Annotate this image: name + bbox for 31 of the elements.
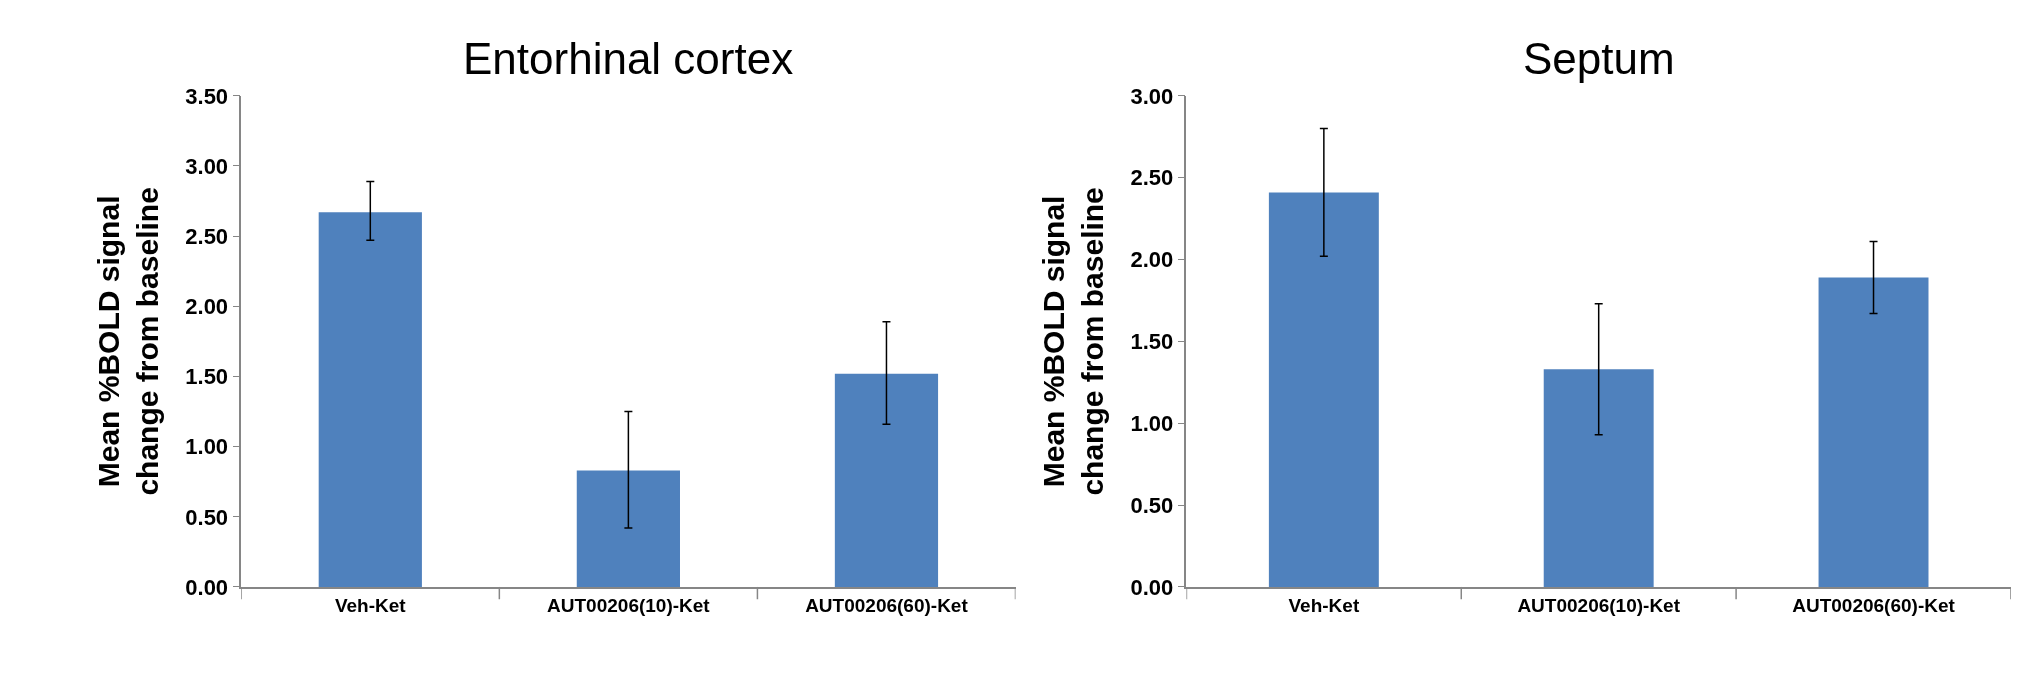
bar (1543, 369, 1654, 587)
x-tick-label: AUT00206(10)-Ket (1517, 594, 1681, 616)
y-tick-label: 1.00 (1130, 410, 1174, 436)
chart-title: Septum (1523, 34, 1675, 83)
y-tick-label: 2.50 (185, 223, 229, 249)
y-tick-label: 1.00 (185, 434, 229, 460)
y-tick-label: 3.00 (185, 153, 229, 179)
chart-title: Entorhinal cortex (463, 34, 794, 83)
bar (1818, 277, 1929, 587)
bar (834, 373, 939, 587)
y-axis-title: Mean %BOLD signal change from baseline (91, 187, 164, 496)
x-tick-label: Veh-Ket (334, 594, 407, 616)
y-tick-label: 0.00 (185, 574, 229, 600)
y-tick-label: 2.50 (1130, 165, 1174, 191)
y-tick-label: 0.50 (1130, 492, 1174, 518)
y-tick-label: 2.00 (1130, 247, 1174, 273)
y-tick-label: 0.50 (185, 504, 229, 530)
x-tick-label: AUT00206(60)-Ket (1792, 594, 1956, 616)
x-tick-label: AUT00206(10)-Ket (547, 594, 711, 616)
y-axis-title: Mean %BOLD signal change from baseline (1036, 187, 1109, 496)
y-tick-label: 3.50 (185, 83, 229, 109)
x-tick-label: Veh-Ket (1288, 594, 1360, 616)
y-tick-label: 1.50 (185, 364, 229, 390)
bar (1268, 192, 1379, 587)
y-tick-label: 2.00 (185, 294, 229, 320)
y-tick-label: 3.00 (1130, 83, 1174, 109)
bar (318, 212, 422, 587)
bar (576, 470, 680, 587)
y-tick-label: 0.00 (1130, 574, 1174, 600)
x-tick-label: AUT00206(60)-Ket (805, 594, 969, 616)
y-tick-label: 1.50 (1130, 329, 1174, 355)
